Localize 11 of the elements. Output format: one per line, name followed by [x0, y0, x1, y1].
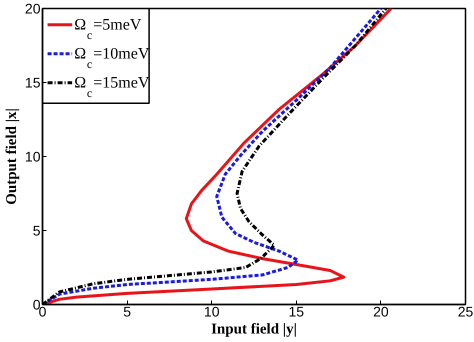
y-tick-label: 15	[24, 74, 41, 90]
x-axis-title: Input field |y|	[211, 322, 297, 338]
y-axis-title: Output field |x|	[4, 108, 20, 205]
x-tick-label: 15	[288, 304, 304, 320]
x-tick-label: 10	[204, 304, 220, 320]
x-tick-label: 5	[123, 304, 132, 320]
y-tick-label: 5	[32, 222, 41, 238]
y-tick-label: 10	[24, 148, 41, 164]
x-tick-label: 20	[373, 304, 389, 320]
x-tick-label: 25	[458, 304, 474, 320]
y-tick-label: 20	[24, 0, 41, 16]
